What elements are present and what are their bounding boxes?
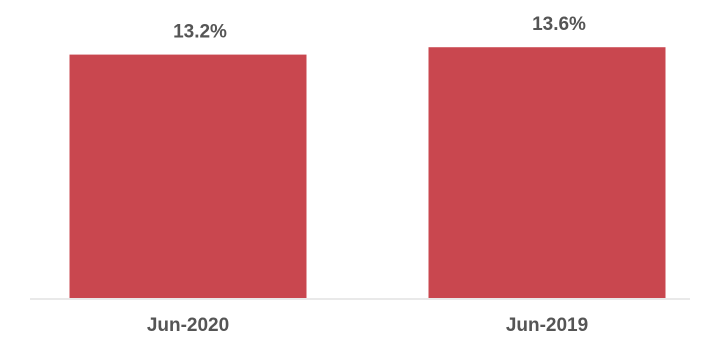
data-label-jun-2019: 13.6% — [532, 14, 586, 35]
bar-jun-2019 — [428, 47, 666, 299]
x-tick-label-jun-2020: Jun-2020 — [147, 315, 229, 336]
bar-jun-2020 — [69, 54, 307, 298]
data-label-jun-2020: 13.2% — [173, 22, 227, 43]
x-axis-tick-labels: Jun-2020 Jun-2019 — [147, 315, 588, 336]
bars-layer — [69, 47, 666, 299]
x-tick-label-jun-2019: Jun-2019 — [506, 315, 588, 336]
data-labels-layer: 13.2% 13.6% — [173, 14, 586, 42]
